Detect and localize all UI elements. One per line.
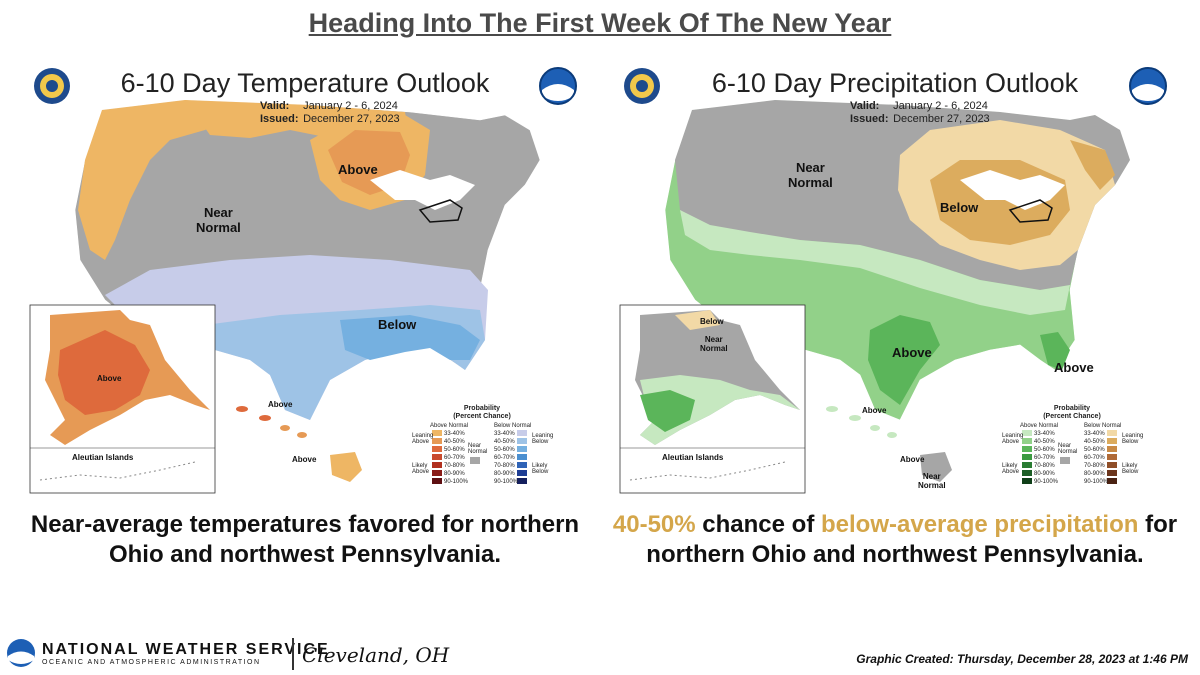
northwest-above-region	[78, 100, 250, 260]
precipitation-map-title: 6-10 Day Precipitation Outlook	[711, 68, 1079, 98]
precip-hawaii-above-2-label: Above	[900, 455, 925, 464]
legend-leaning-above: Leaning Above	[412, 433, 434, 445]
noaa-logo-icon	[538, 66, 578, 106]
legend-col-above: Above Normal	[1020, 423, 1059, 429]
precip-near-normal-label: Near Normal	[788, 160, 833, 190]
legend-leaning-below: Leaning Below	[1122, 433, 1144, 445]
gulf-below-core-region	[340, 315, 480, 360]
hawaii-islands	[236, 406, 362, 482]
precip-below-greatlakes-label: Below	[940, 200, 979, 215]
main-heading: Heading Into The First Week Of The New Y…	[308, 8, 892, 38]
legend-col-above: Above Normal	[430, 423, 469, 429]
hawaii-islands-precip	[826, 406, 952, 482]
precip-alaska-below-label: Below	[700, 317, 724, 326]
precip-aleutian-label: Aleutian Islands	[662, 453, 724, 462]
temp-hawaii-above-2-label: Above	[292, 455, 317, 464]
alaska-leaning-above	[640, 375, 800, 445]
commerce-seal-icon	[622, 66, 662, 106]
legend-col-below: Below Normal	[1084, 423, 1122, 429]
legend-leaning-below: Leaning Below	[532, 433, 554, 445]
precip-alaska-near-label: Near Normal	[700, 335, 728, 353]
precip-above-texas-label: Above	[892, 345, 932, 360]
commerce-seal-icon	[32, 66, 72, 106]
texas-above-core-region	[868, 315, 940, 405]
legend-likely-below: Likely Below	[532, 463, 549, 475]
temp-below-south-label: Below	[378, 317, 417, 332]
precipitation-map	[619, 99, 1131, 494]
precip-hawaii-near-label: Near Normal	[918, 472, 946, 490]
legend-likely-below: Likely Below	[1122, 463, 1139, 475]
temperature-valid-issued: Valid: January 2 - 6, 2024 Issued: Decem…	[260, 100, 400, 125]
temp-aleutian-label: Aleutian Islands	[72, 453, 134, 462]
precipitation-caption: 40-50% chance of below-average precipita…	[612, 511, 1178, 568]
precip-above-florida-label: Above	[1054, 360, 1094, 375]
ohio-pa-outline-precip	[1008, 199, 1053, 223]
legend-ranges-below: 33-40% 40-50% 50-60% 60-70% 70-80% 80-90% 90-1…	[494, 431, 519, 485]
temp-near-normal-label: Near Normal	[196, 205, 241, 235]
temp-hawaii-above-1-label: Above	[268, 400, 293, 409]
aleutian-chain-precip	[629, 461, 786, 481]
precipitation-legend-swatches	[1022, 430, 1117, 484]
legend-likely-above: Likely Above	[1002, 463, 1020, 475]
temperature-map	[29, 99, 541, 494]
legend-ranges-below: 33-40% 40-50% 50-60% 60-70% 70-80% 80-90% 90-1…	[1084, 431, 1109, 485]
temp-alaska-above-label: Above	[97, 374, 122, 383]
legend-near-normal: Near Normal	[1058, 443, 1078, 455]
alaska-above-core	[640, 390, 695, 432]
legend-near-normal: Near Normal	[468, 443, 488, 455]
graphic-created-timestamp: Graphic Created: Thursday, December 28, …	[856, 652, 1188, 666]
temp-above-north-label: Above	[338, 162, 378, 177]
precipitation-outlook-panel: 6-10 Day Precipitation Outlook Valid: Ja…	[600, 60, 1190, 498]
legend-leaning-above: Leaning Above	[1002, 433, 1024, 445]
legend-title: Probability (Percent Chance)	[1043, 405, 1101, 420]
noaa-subtitle: OCEANIC AND ATMOSPHERIC ADMINISTRATION	[42, 659, 261, 666]
temperature-caption: Near-average temperatures favored for no…	[30, 511, 580, 568]
alaska-below-region	[675, 310, 720, 330]
temperature-legend: Probability (Percent Chance) Above Normal…	[412, 405, 600, 497]
precip-hawaii-above-1-label: Above	[862, 406, 887, 415]
office-name: Cleveland, OH	[302, 643, 450, 667]
temperature-outlook-panel: 6-10 Day Temperature Outlook Valid: Janu…	[10, 60, 600, 498]
legend-ranges-above: 33-40% 40-50% 50-60% 60-70% 70-80% 80-90% 90-1…	[1034, 431, 1059, 485]
northeast-below-strip	[1070, 140, 1115, 190]
temperature-map-title: 6-10 Day Temperature Outlook	[120, 68, 490, 98]
precipitation-legend: Probability (Percent Chance) Above Normal…	[1002, 405, 1190, 497]
aleutian-chain	[39, 461, 196, 481]
temperature-legend-swatches	[432, 430, 527, 484]
ohio-pa-outline	[418, 199, 463, 223]
precipitation-valid-issued: Valid: January 2 - 6, 2024 Issued: Decem…	[850, 100, 990, 125]
legend-likely-above: Likely Above	[412, 463, 430, 475]
nws-name: NATIONAL WEATHER SERVICE	[42, 641, 330, 658]
alaska-above-core	[58, 330, 150, 415]
legend-title: Probability (Percent Chance)	[453, 405, 511, 420]
florida-above-core-region	[1040, 332, 1070, 370]
footer-divider	[292, 638, 294, 670]
legend-col-below: Below Normal	[494, 423, 532, 429]
noaa-footer-logo-icon	[6, 638, 36, 668]
leaning-above-band	[680, 210, 1070, 315]
noaa-logo-icon	[1128, 66, 1168, 106]
legend-ranges-above: 33-40% 40-50% 50-60% 60-70% 70-80% 80-90% 90-1…	[444, 431, 469, 485]
